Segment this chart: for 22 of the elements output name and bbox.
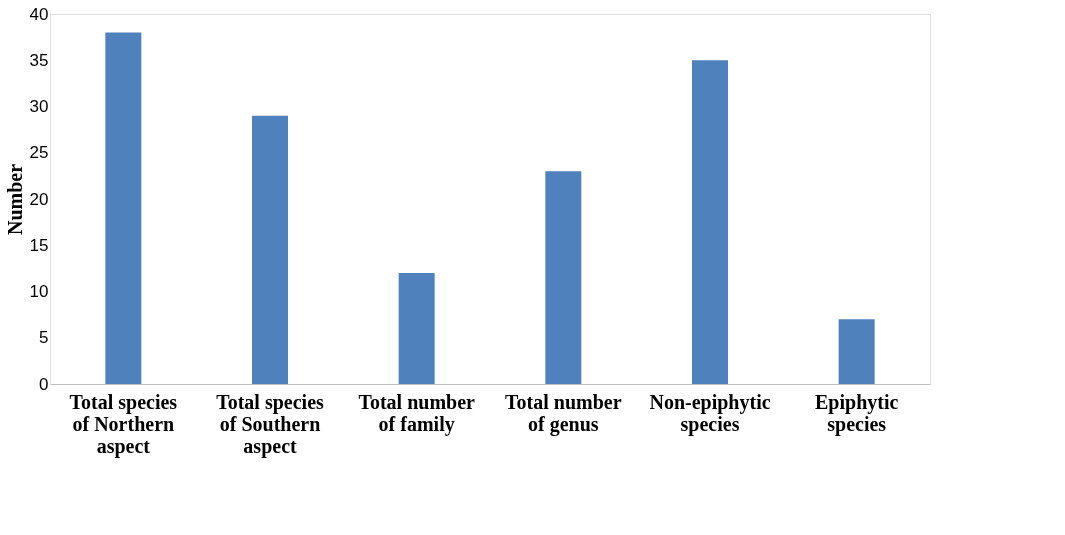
bar bbox=[545, 171, 582, 384]
x-tick-label: Total number of family bbox=[358, 390, 476, 436]
bar bbox=[252, 115, 288, 384]
x-tick-label: Total species of Southern aspect bbox=[216, 390, 325, 458]
y-tick-label: 5 bbox=[39, 328, 49, 348]
bar bbox=[105, 32, 142, 384]
y-tick-label: 20 bbox=[29, 189, 49, 209]
x-tick-label: Total species of Northern aspect bbox=[69, 390, 178, 458]
y-tick-label: 10 bbox=[29, 282, 49, 301]
x-tick-label: Epiphytic species bbox=[814, 390, 899, 436]
bar bbox=[692, 60, 728, 384]
x-tick-label: Total number of genus bbox=[505, 390, 622, 436]
y-tick-label: 0 bbox=[39, 374, 49, 394]
y-tick-label: 35 bbox=[29, 50, 49, 70]
bar bbox=[398, 273, 435, 384]
x-tick-label: Non-epiphytic species bbox=[649, 390, 771, 436]
y-axis-title: Number bbox=[3, 163, 26, 236]
y-tick-label: 40 bbox=[29, 4, 49, 24]
y-tick-label: 30 bbox=[29, 97, 49, 116]
y-tick-label: 15 bbox=[29, 235, 49, 255]
y-tick-label: 25 bbox=[29, 143, 49, 163]
bar bbox=[838, 319, 875, 384]
